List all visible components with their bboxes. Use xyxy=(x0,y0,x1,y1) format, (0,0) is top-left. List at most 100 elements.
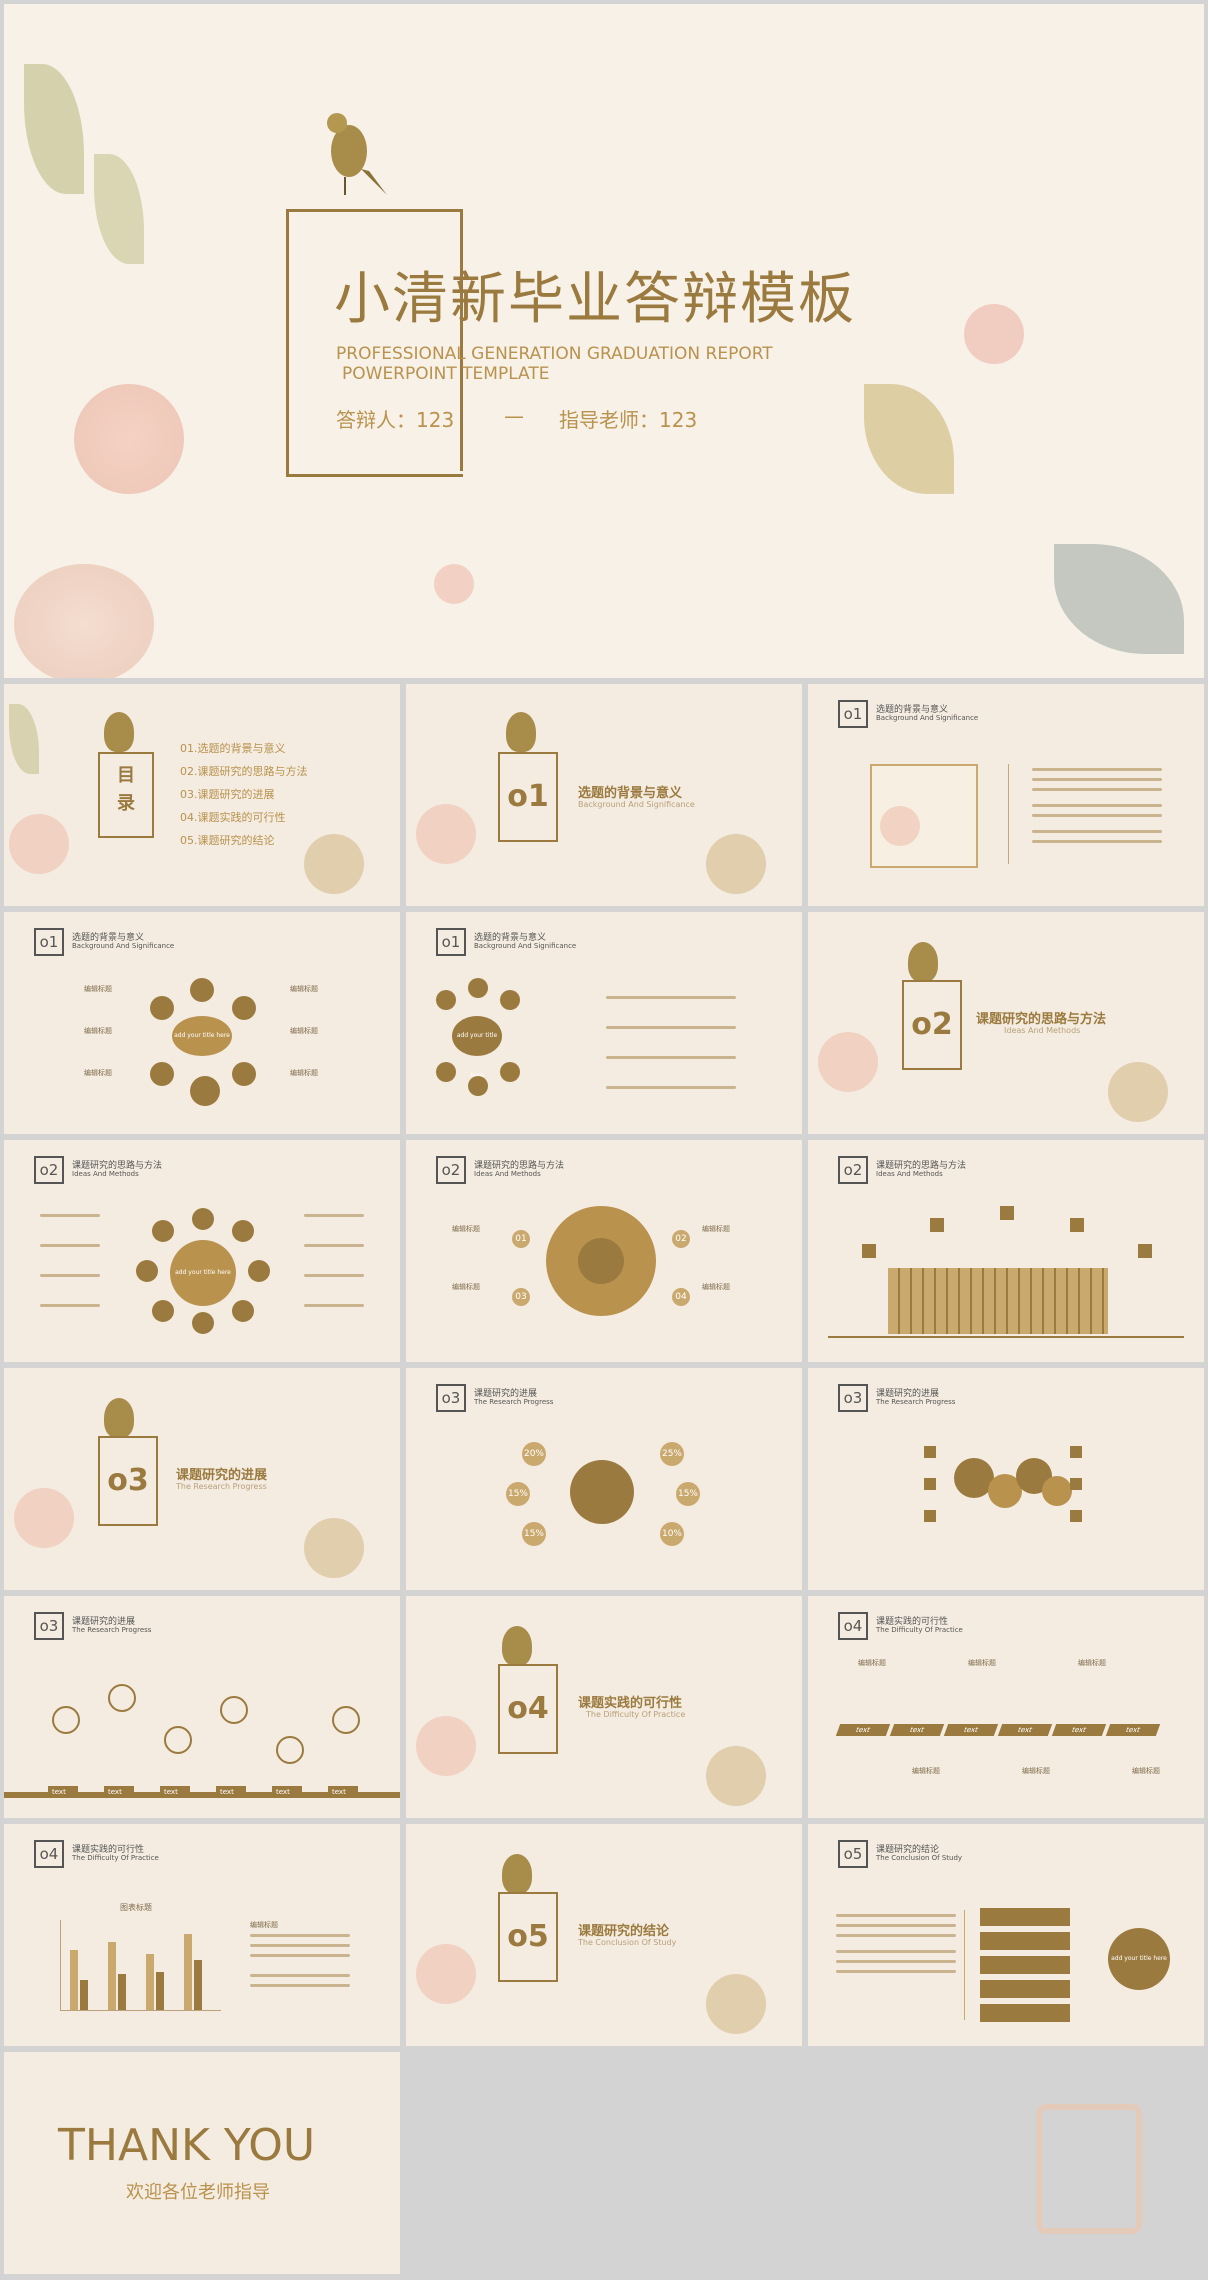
conclusion-slide: o5 课题研究的结论 The Conclusion Of Study add y… xyxy=(808,1824,1204,2046)
flower-decoration xyxy=(304,834,364,894)
icon-square xyxy=(1138,1244,1152,1258)
flower-decoration xyxy=(14,564,154,678)
section-subtitle: The Research Progress xyxy=(176,1482,267,1491)
flower-decoration xyxy=(416,1716,476,1776)
icon-circle xyxy=(468,1076,488,1096)
chart-bar xyxy=(194,1960,202,2010)
text-line xyxy=(1032,788,1162,791)
header-subtitle: Ideas And Methods xyxy=(72,1170,139,1178)
flower-decoration xyxy=(706,1746,766,1806)
bird-icon xyxy=(104,712,134,752)
center-label: add your title here xyxy=(456,1032,498,1079)
text-line xyxy=(1032,830,1162,833)
icon-square xyxy=(930,1218,944,1232)
header-number: o4 xyxy=(34,1840,64,1868)
section-subtitle: The Difficulty Of Practice xyxy=(586,1710,686,1719)
text-line xyxy=(1032,778,1162,781)
center-circle: add your title here xyxy=(452,1016,502,1079)
content-box xyxy=(980,2004,1070,2022)
chart-title: 图表标题 xyxy=(120,1903,152,1912)
edit-title: 编辑标题 xyxy=(250,1921,278,1929)
header-subtitle: Background And Significance xyxy=(72,942,175,950)
text-label: text xyxy=(997,1724,1053,1736)
center-circle: add your title here xyxy=(172,1016,232,1056)
text-line xyxy=(836,1924,956,1927)
section-title: 课题研究的结论 xyxy=(578,1924,670,1939)
text-label: text xyxy=(104,1786,134,1798)
text-line xyxy=(836,1934,956,1937)
thankyou-subtitle: 欢迎各位老师指导 xyxy=(126,2182,270,2203)
header-title: 课题研究的结论 xyxy=(876,1845,940,1855)
text-line xyxy=(1032,768,1162,771)
toc-frame: 目 录 xyxy=(98,752,154,838)
header-number: o1 xyxy=(34,928,64,956)
icon-circle xyxy=(152,1300,174,1322)
text-line xyxy=(836,1950,956,1953)
cover-separator: — xyxy=(504,404,524,428)
methods-slide-3: o2 课题研究的思路与方法 Ideas And Methods xyxy=(808,1140,1204,1362)
text-line xyxy=(250,1934,350,1937)
header-subtitle: The Difficulty Of Practice xyxy=(72,1854,159,1862)
thankyou-title: THANK YOU xyxy=(58,2120,316,2171)
percent-badge: 15% xyxy=(506,1482,530,1506)
practice-slide-1: o4 课题实践的可行性 The Difficulty Of Practice t… xyxy=(808,1596,1204,1818)
timeline-node xyxy=(332,1706,360,1734)
header-title: 课题研究的进展 xyxy=(474,1389,538,1399)
cover-subtitle-2: POWERPOINT TEMPLATE xyxy=(342,364,550,384)
section-title: 课题实践的可行性 xyxy=(578,1696,683,1711)
header-title: 选题的背景与意义 xyxy=(474,933,547,943)
header-number: o3 xyxy=(34,1612,64,1640)
text-label: text xyxy=(160,1786,190,1798)
practice-chart-slide: o4 课题实践的可行性 The Difficulty Of Practice 图… xyxy=(4,1824,400,2046)
header-title: 课题研究的思路与方法 xyxy=(72,1161,163,1171)
toc-item-3[interactable]: 03.课题研究的进展 xyxy=(180,788,275,801)
icon-circle xyxy=(232,1220,254,1242)
logo-watermark xyxy=(1036,2104,1142,2234)
icon-circle xyxy=(190,978,214,1002)
text-label: text xyxy=(328,1786,358,1798)
edit-title: 编辑标题 xyxy=(912,1767,940,1775)
content-box xyxy=(980,1980,1070,1998)
toc-item-2[interactable]: 02.课题研究的思路与方法 xyxy=(180,765,308,778)
icon-square xyxy=(1070,1446,1082,1458)
toc-item-4[interactable]: 04.课题实践的可行性 xyxy=(180,811,286,824)
text-line xyxy=(606,996,736,999)
flower-decoration xyxy=(706,834,766,894)
header-title: 选题的背景与意义 xyxy=(72,933,145,943)
edit-title: 编辑标题 xyxy=(858,1659,886,1667)
text-label: text xyxy=(1105,1724,1161,1736)
toc-item-5[interactable]: 05.课题研究的结论 xyxy=(180,834,275,847)
header-title: 课题研究的思路与方法 xyxy=(474,1161,565,1171)
timeline-bar xyxy=(4,1792,400,1798)
header-subtitle: The Research Progress xyxy=(474,1398,554,1406)
icon-square xyxy=(924,1510,936,1522)
text-label: text xyxy=(216,1786,246,1798)
header-title: 课题研究的思路与方法 xyxy=(876,1161,967,1171)
icon-square xyxy=(1070,1510,1082,1522)
header-title: 课题实践的可行性 xyxy=(876,1617,949,1627)
edit-title: 编辑标题 xyxy=(84,1027,112,1035)
header-number: o2 xyxy=(436,1156,466,1184)
cover-advisor: 指导老师：123 xyxy=(559,408,698,432)
progress-timeline-slide: o3 课题研究的进展 The Research Progress text te… xyxy=(4,1596,400,1818)
text-line xyxy=(250,1984,350,1987)
icon-square xyxy=(924,1446,936,1458)
title-frame-right xyxy=(460,209,463,471)
flower-decoration xyxy=(416,804,476,864)
progress-slide-2: o3 课题研究的进展 The Research Progress xyxy=(808,1368,1204,1590)
text-line xyxy=(606,1026,736,1029)
header-title: 课题研究的进展 xyxy=(72,1617,136,1627)
header-number: o5 xyxy=(838,1840,868,1868)
edit-title: 编辑标题 xyxy=(290,1069,318,1077)
section-1-slide: o1 选题的背景与意义 Background And Significance xyxy=(406,684,802,906)
toc-item-1[interactable]: 01.选题的背景与意义 xyxy=(180,742,286,755)
percent-badge: 15% xyxy=(676,1482,700,1506)
section-subtitle: Background And Significance xyxy=(578,800,695,809)
timeline-node xyxy=(52,1706,80,1734)
content-box xyxy=(980,1908,1070,1926)
text-label: text xyxy=(943,1724,999,1736)
text-line xyxy=(304,1244,364,1247)
timeline-node xyxy=(220,1696,248,1724)
ground-line xyxy=(828,1336,1184,1338)
chart-bar xyxy=(118,1974,126,2010)
